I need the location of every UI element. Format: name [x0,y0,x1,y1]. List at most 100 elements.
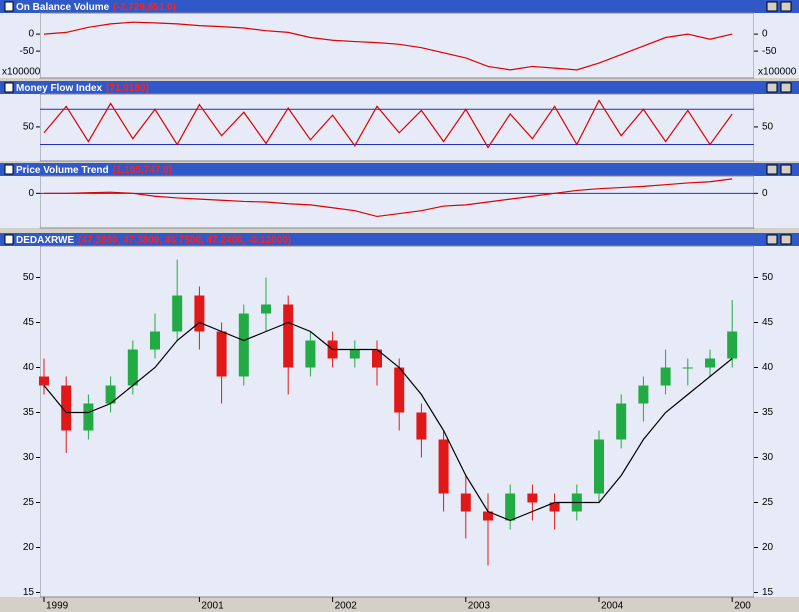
candle-body [483,511,493,521]
y-tick-label: 15 [762,587,774,598]
pane-title: Money Flow Index (71.9180) [16,83,149,94]
y-tick-label: 25 [23,497,35,508]
candle-body [705,358,715,368]
pane-title-text: DEDAXRWE [16,235,74,246]
candle-body [460,493,471,512]
candle-body [682,367,693,369]
candle-body [527,493,538,503]
pane-button[interactable] [766,234,778,245]
candle-body [660,367,671,386]
candle-body [150,331,160,350]
candle-body [616,403,627,440]
pane-button[interactable] [766,82,778,93]
y-tick-label: 15 [23,587,35,598]
axis-area [0,13,40,78]
pane-button[interactable] [766,164,778,175]
candle-body [372,349,382,368]
axis-area [0,94,40,161]
y-tick-label: -50 [20,46,35,57]
unit-label: x100000 [2,67,41,78]
candle-body [39,376,49,386]
pane-header [0,163,799,176]
pane-title-text: Price Volume Trend [16,165,109,176]
pane-button[interactable] [780,82,792,93]
x-tick-label: 2001 [201,601,224,612]
y-tick-label: 0 [762,29,768,40]
pane-button[interactable] [780,164,792,175]
candle-body [349,349,360,359]
y-tick-label: 20 [762,542,774,553]
y-tick-label: 50 [762,122,774,133]
candle-body [83,403,94,431]
candle-body [727,331,738,359]
y-tick-label: 50 [762,272,774,283]
y-tick-label: 30 [762,452,774,463]
pane-header [0,81,799,94]
pane-button[interactable] [780,1,792,12]
candle-body [394,367,405,413]
candle-body [305,340,316,368]
candle-body [505,493,516,521]
candle-body [283,304,294,368]
pane-title-text: On Balance Volume [16,2,110,13]
pane-header [0,233,799,246]
candle-body [216,331,227,377]
y-tick-label: 35 [762,407,774,418]
x-tick-label: 200 [734,601,751,612]
candle-body [261,304,271,314]
candle-body [238,313,249,377]
candle-body [638,385,649,404]
pane-title-text: Money Flow Index [16,83,103,94]
y-tick-label: 50 [23,272,35,283]
axis-area [754,246,799,597]
y-tick-label: 40 [762,362,774,373]
axis-area [0,246,40,597]
y-tick-label: 0 [762,188,768,199]
candle-body [61,385,72,431]
y-tick-label: 0 [28,29,34,40]
pane-title: On Balance Volume (-2,729,851.0) [16,2,176,13]
pane-title: DEDAXRWE (47.3800, 47.3800, 46.7500, 47.2… [16,235,291,246]
pane-header [0,0,799,13]
pane-icon [4,164,14,175]
candle-body [127,349,138,386]
plot-area [39,93,755,162]
y-tick-label: 25 [762,497,774,508]
y-tick-label: 40 [23,362,35,373]
x-tick-label: 1999 [46,601,69,612]
moving-average [43,321,733,522]
pane-icon [4,234,14,245]
x-tick-label: 2004 [601,601,624,612]
unit-label: x100000 [758,67,797,78]
pane-icon [4,82,14,93]
y-tick-label: -50 [762,46,777,57]
y-tick-label: 35 [23,407,35,418]
y-tick-label: 45 [23,317,35,328]
candle-body [549,502,560,512]
y-tick-label: 50 [23,122,35,133]
pane-button[interactable] [780,234,792,245]
pane-icon [4,1,14,12]
y-tick-label: 45 [762,317,774,328]
pane-title: Price Volume Trend (1,105,747.9) [16,165,172,176]
axis-area [754,176,799,228]
plot-area [39,245,755,598]
axis-area [754,94,799,161]
y-tick-label: 20 [23,542,35,553]
y-tick-label: 0 [28,188,34,199]
pane-value: (47.3800, 47.3800, 46.7500, 47.2400, -0.… [78,235,291,246]
candle-body [194,295,205,332]
y-tick-label: 30 [23,452,35,463]
pane-button[interactable] [766,1,778,12]
axis-area [754,13,799,78]
axis-area [0,176,40,228]
candle-body [438,439,449,494]
pane-value: (-2,729,851.0) [113,2,176,13]
pane-value: (71.9180) [106,83,149,94]
x-tick-label: 2003 [468,601,491,612]
plot-area [39,175,755,229]
indicator-line [43,99,733,149]
indicator-line [43,21,733,71]
candle-body [594,439,604,494]
